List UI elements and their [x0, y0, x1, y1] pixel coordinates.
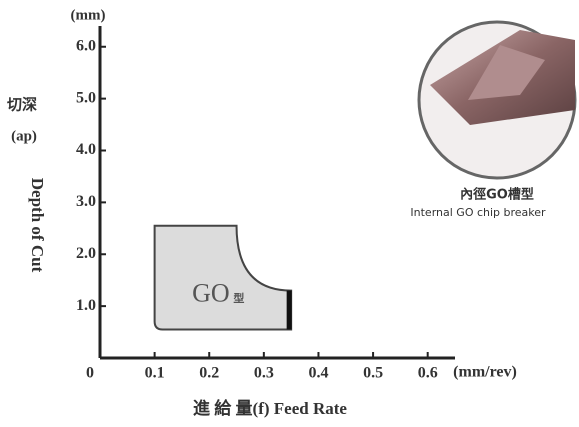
x-label: 進 給 量(f) Feed Rate [193, 398, 347, 418]
x-tick-label: 0.6 [418, 365, 438, 382]
x-tick-label: 0 [86, 365, 94, 382]
x-tick-label: 0.1 [145, 365, 165, 382]
y-tick-label: 1.0 [76, 297, 96, 314]
caption: Internal GO chip breaker [410, 206, 546, 219]
y-tick-label: 3.0 [76, 193, 96, 210]
y-unit: (mm) [71, 7, 106, 23]
y-label: Depth of Cut [28, 178, 47, 273]
region-label: GO [192, 279, 230, 308]
region [153, 224, 293, 331]
insert-face [468, 45, 545, 100]
y-label-ap: (ap) [11, 128, 37, 144]
y-label-cn: 切深 [7, 95, 37, 113]
y-tick-label: 4.0 [76, 141, 96, 158]
y-tick-label: 6.0 [76, 37, 96, 54]
region-label-suffix: 型 [233, 291, 244, 305]
x-unit: (mm/rev) [453, 364, 517, 381]
x-tick-label: 0.4 [308, 365, 328, 382]
y-tick-label: 5.0 [76, 89, 96, 106]
caption-cn: 內徑GO槽型 [460, 187, 534, 203]
x-tick-label: 0.3 [254, 365, 274, 382]
x-tick-label: 0.2 [199, 365, 219, 382]
x-tick-label: 0.5 [363, 365, 383, 382]
y-tick-label: 2.0 [76, 245, 96, 262]
